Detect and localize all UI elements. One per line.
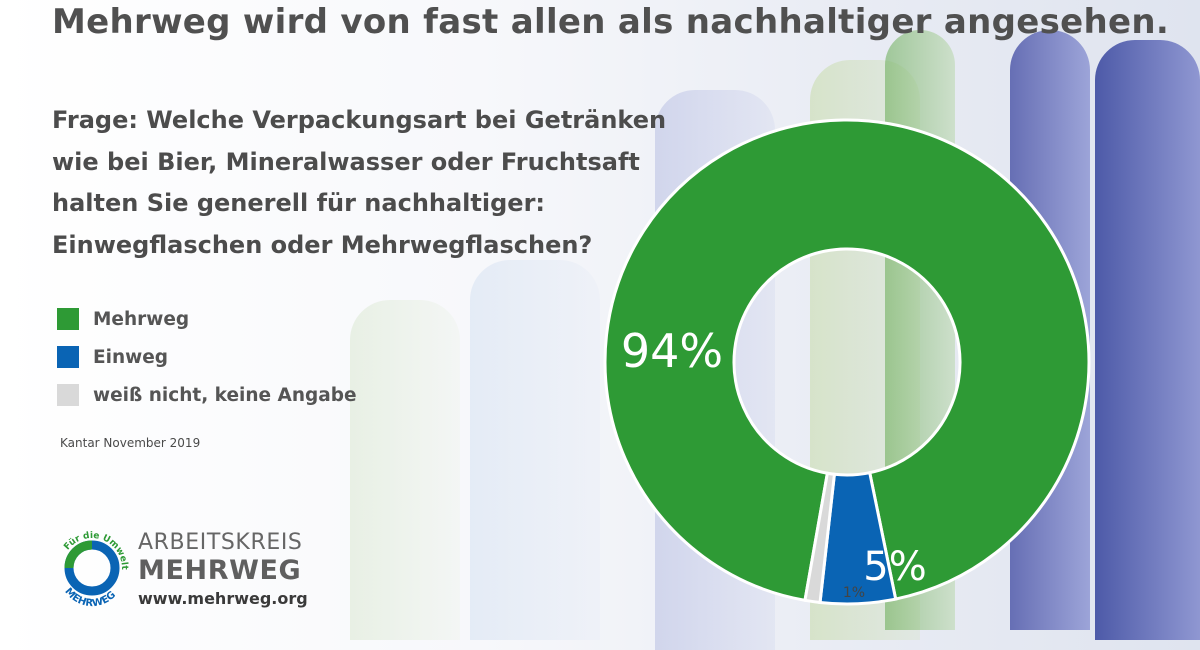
legend-item-einweg: Einweg xyxy=(57,338,357,376)
logo-line2: MEHRWEG xyxy=(138,555,302,586)
question-line: halten Sie generell für nachhaltiger: xyxy=(52,189,545,217)
question-line: Frage: Welche Verpackungsart bei Getränk… xyxy=(52,106,667,134)
donut-slice-mehrweg xyxy=(603,118,1091,603)
donut-slice-unknown xyxy=(803,471,837,605)
legend-label: Einweg xyxy=(93,346,169,368)
logo-line1: ARBEITSKREIS xyxy=(138,530,303,555)
donut-chart: 94% 5%1% xyxy=(603,118,1091,606)
data-label-mehrweg: 94% xyxy=(621,324,723,378)
legend-swatch-unknown xyxy=(57,384,79,406)
question-line: wie bei Bier, Mineralwasser oder Fruchts… xyxy=(52,147,640,176)
legend-label: weiß nicht, keine Angabe xyxy=(93,384,357,406)
website-link[interactable]: www.mehrweg.org xyxy=(138,589,308,608)
mehrweg-logo-icon: Für die Umwelt MEHRWEG xyxy=(62,531,129,608)
page-title: Mehrweg wird von fast allen als nachhalt… xyxy=(52,2,1170,42)
source-note: Kantar November 2019 xyxy=(60,436,201,450)
question-text: Frage: Welche Verpackungsart bei Getränk… xyxy=(52,100,667,266)
legend-item-unknown: weiß nicht, keine Angabe xyxy=(57,376,357,414)
logo-text: ARBEITSKREIS MEHRWEG www.mehrweg.org xyxy=(138,530,308,610)
legend-swatch-einweg xyxy=(57,346,79,368)
data-label-einweg: 5% xyxy=(863,544,926,590)
question-line: Einwegflaschen oder Mehrwegflaschen? xyxy=(52,230,593,259)
legend-label: Mehrweg xyxy=(93,308,190,330)
data-label-unknown: 1% xyxy=(843,585,865,601)
chart-legend: Mehrweg Einweg weiß nicht, keine Angabe xyxy=(57,300,357,414)
legend-swatch-mehrweg xyxy=(57,308,79,330)
legend-item-mehrweg: Mehrweg xyxy=(57,300,357,338)
